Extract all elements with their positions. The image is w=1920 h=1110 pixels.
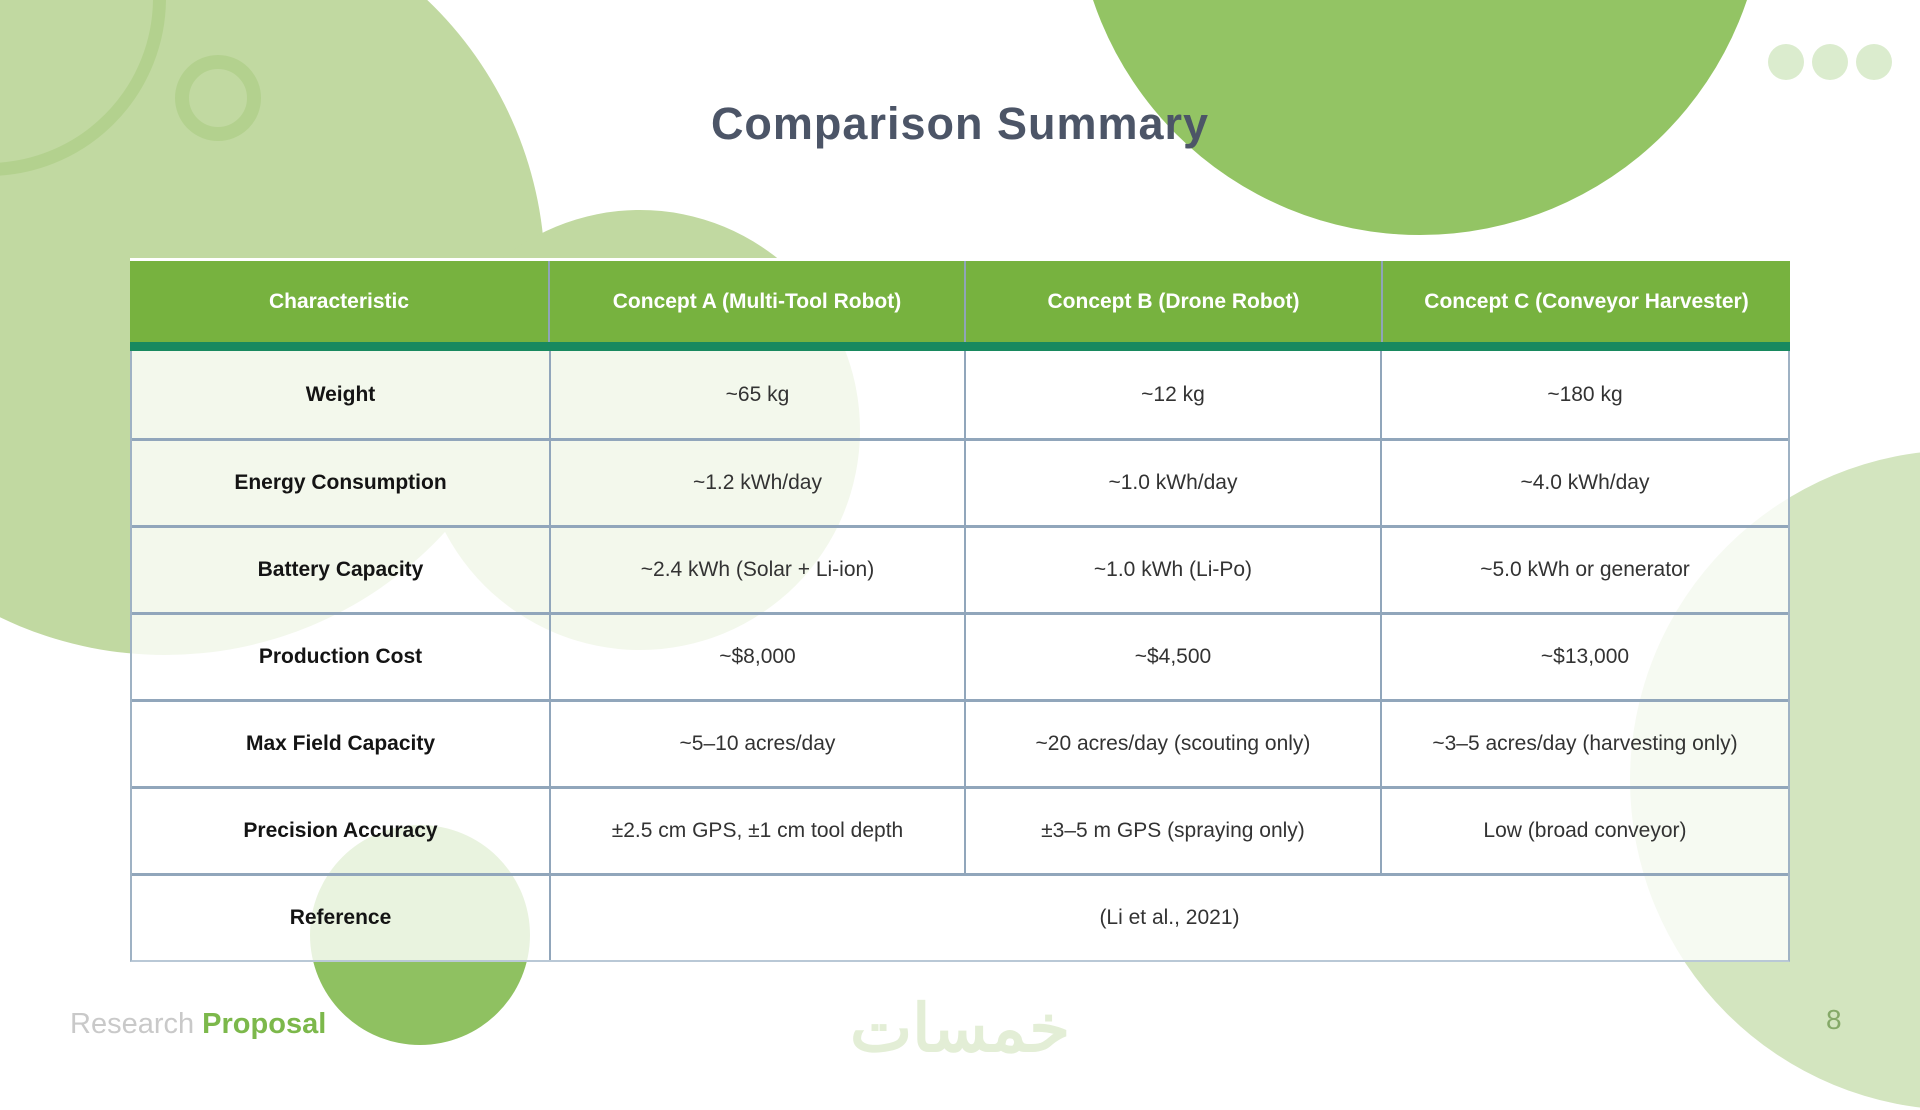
decor-dot-1 <box>1768 44 1804 80</box>
cell-value: ~3–5 acres/day (harvesting only) <box>1432 732 1738 755</box>
row-label: Max Field Capacity <box>132 702 551 786</box>
cell-value: ~20 acres/day (scouting only) <box>966 702 1382 786</box>
cell-value: ~$13,000 <box>1540 645 1630 668</box>
slide-title: Comparison Summary <box>710 98 1210 149</box>
table-row-battery: Battery Capacity ~2.4 kWh (Solar + Li-io… <box>132 525 1788 612</box>
decor-dot-2 <box>1812 44 1848 80</box>
cell-value: ~1.0 kWh (Li-Po) <box>966 528 1382 612</box>
cell-value: ~$8,000 <box>551 615 966 699</box>
footer-accent: Proposal <box>202 1008 327 1040</box>
table-row-precision: Precision Accuracy ±2.5 cm GPS, ±1 cm to… <box>132 786 1788 873</box>
cell-value: ~2.4 kWh (Solar + Li-ion) <box>551 528 966 612</box>
cell-value: ~12 kg <box>966 351 1382 438</box>
comparison-table: Characteristic Concept A (Multi-Tool Rob… <box>130 258 1790 962</box>
cell-value: ~65 kg <box>551 351 966 438</box>
decor-dot-3 <box>1856 44 1892 80</box>
row-label: Precision Accuracy <box>132 789 551 873</box>
table-row-weight: Weight ~65 kg ~12 kg ~180 kg <box>132 351 1788 438</box>
table-row-cost: Production Cost ~$8,000 ~$4,500 ~$13,000 <box>132 612 1788 699</box>
row-label: Energy Consumption <box>132 441 551 525</box>
cell-value: ~4.0 kWh/day <box>1520 471 1650 494</box>
table-row-field-capacity: Max Field Capacity ~5–10 acres/day ~20 a… <box>132 699 1788 786</box>
table-row-energy: Energy Consumption ~1.2 kWh/day ~1.0 kWh… <box>132 438 1788 525</box>
cell-value: ~180 kg <box>1547 382 1623 406</box>
cell-value: ±2.5 cm GPS, ±1 cm tool depth <box>551 789 966 873</box>
cell-value: Low (broad conveyor) <box>1483 819 1687 842</box>
cell-value: ~5–10 acres/day <box>551 702 966 786</box>
cell-value: ~5.0 kWh or generator <box>1480 558 1690 581</box>
cell-value: ~1.0 kWh/day <box>966 441 1382 525</box>
footer-prefix: Research <box>70 1008 203 1040</box>
brand-watermark-logo: خمسات <box>849 991 1071 1065</box>
row-label: Reference <box>132 876 551 960</box>
cell-value-span: (Li et al., 2021) <box>1099 906 1240 929</box>
table-body: Weight ~65 kg ~12 kg ~180 kg Energy Cons… <box>130 351 1790 962</box>
row-label: Weight <box>132 351 551 438</box>
table-row-reference: Reference (Li et al., 2021) <box>132 873 1788 960</box>
header-concept-c: Concept C (Conveyor Harvester) <box>1424 289 1749 313</box>
header-concept-b: Concept B (Drone Robot) <box>966 261 1383 342</box>
table-header-row: Characteristic Concept A (Multi-Tool Rob… <box>130 258 1790 342</box>
header-accent-bar <box>130 342 1790 351</box>
cell-value: ~$4,500 <box>966 615 1382 699</box>
row-label: Production Cost <box>132 615 551 699</box>
cell-value: ±3–5 m GPS (spraying only) <box>966 789 1382 873</box>
cell-value: ~1.2 kWh/day <box>551 441 966 525</box>
header-characteristic: Characteristic <box>130 261 550 342</box>
page-number: 8 <box>1826 1004 1842 1035</box>
row-label: Battery Capacity <box>132 528 551 612</box>
footer-text: Research Proposal <box>70 1008 326 1041</box>
header-concept-a: Concept A (Multi-Tool Robot) <box>550 261 966 342</box>
